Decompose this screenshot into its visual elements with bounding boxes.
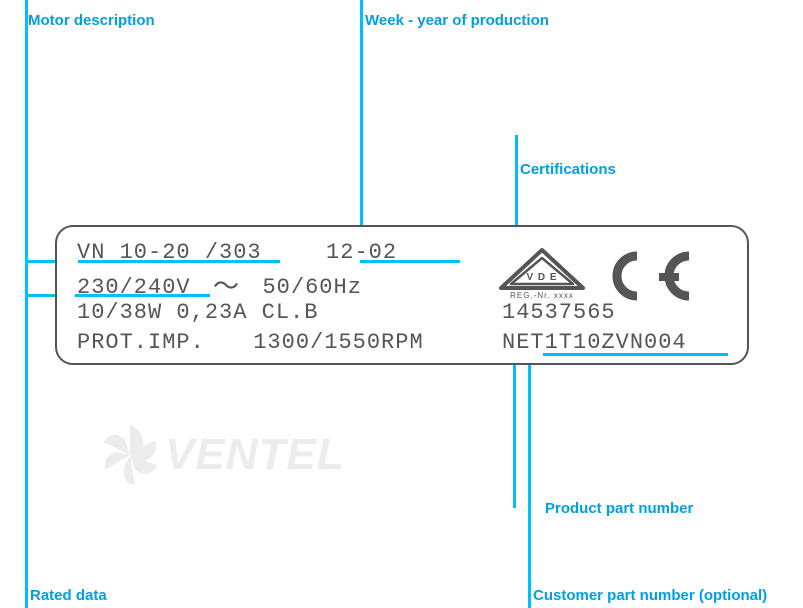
customer-pn-text: NET1T10ZVN004: [502, 330, 687, 355]
ac-symbol-icon: 〜: [205, 266, 248, 303]
power-text: 10/38W: [77, 300, 162, 325]
customer-pn-underline: [543, 353, 728, 356]
callout-line: [528, 340, 531, 608]
voltage-underline: [75, 294, 210, 297]
callout-line: [360, 0, 363, 260]
rated-data-label: Rated data: [30, 587, 107, 604]
certifications-label: Certifications: [520, 161, 616, 178]
vde-icon: V D E REG.-Nr. xxxx: [497, 248, 587, 302]
part-number-text: 14537565: [502, 300, 616, 325]
callout-line: [25, 260, 28, 608]
callout-line: [513, 353, 516, 508]
prod-date-underline: [360, 260, 460, 263]
customer-part-number-label: Customer part number (optional): [533, 587, 767, 604]
product-part-number-label: Product part number: [545, 500, 693, 517]
prot-rpm: PROT.IMP. 1300/1550RPM: [77, 330, 497, 355]
svg-text:V D E: V D E: [526, 272, 557, 283]
fan-icon: [95, 420, 165, 490]
ce-icon: [592, 246, 702, 306]
power-current-class: 10/38W 0,23A CL.B: [77, 300, 497, 325]
prot-text: PROT.IMP.: [77, 330, 205, 355]
motor-description-label: Motor description: [28, 12, 155, 29]
freq-text: 50/60Hz: [262, 275, 361, 300]
watermark: VENTEL: [95, 420, 345, 490]
watermark-text: VENTEL: [165, 430, 345, 480]
current-text: 0,23A: [176, 300, 247, 325]
callout-line: [25, 0, 28, 260]
week-year-label: Week - year of production: [365, 12, 549, 29]
class-text: CL.B: [262, 300, 319, 325]
rpm-text: 1300/1550RPM: [253, 330, 423, 355]
motor-desc-underline: [78, 260, 280, 263]
